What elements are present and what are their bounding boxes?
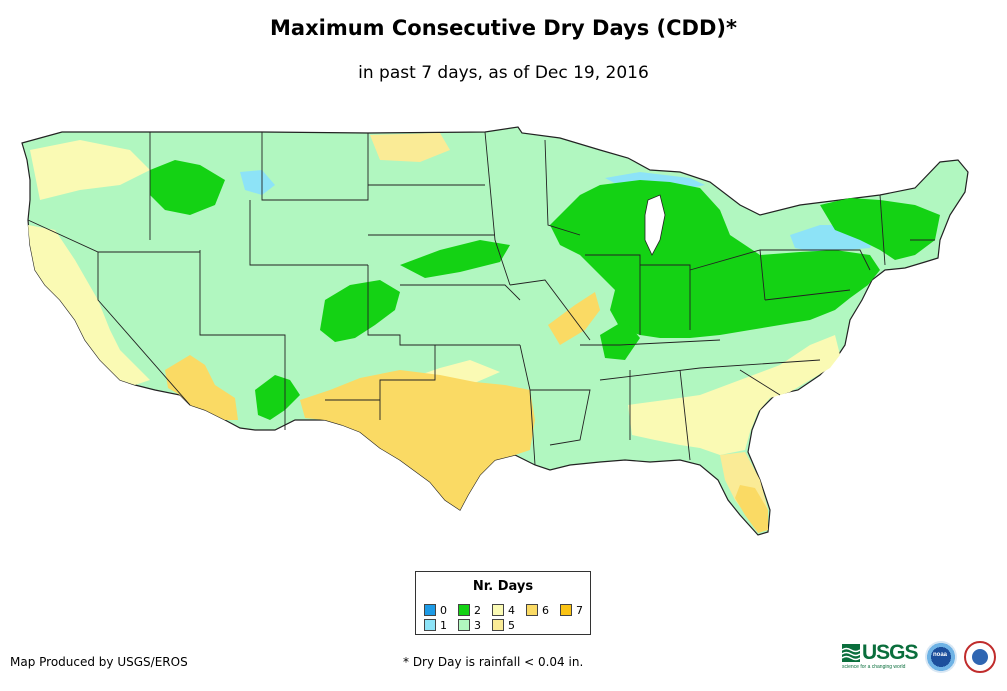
legend-item-6: 6 bbox=[526, 604, 549, 617]
dry-day-note: * Dry Day is rainfall < 0.04 in. bbox=[403, 655, 584, 669]
legend-swatch-4 bbox=[492, 604, 504, 616]
map-title: Maximum Consecutive Dry Days (CDD)* bbox=[270, 16, 737, 40]
wet-region-2-plains bbox=[400, 240, 510, 278]
nws-logo-icon bbox=[964, 641, 996, 673]
usgs-wordmark: USGS bbox=[862, 641, 919, 664]
dry-region-6-arizona bbox=[165, 355, 238, 420]
legend-item-1: 1 bbox=[424, 619, 447, 632]
legend-item-3: 3 bbox=[458, 619, 481, 632]
legend-item-0: 0 bbox=[424, 604, 447, 617]
usgs-tagline: science for a changing world bbox=[842, 664, 906, 670]
nws-emblem bbox=[972, 649, 988, 665]
legend-swatch-7 bbox=[560, 604, 572, 616]
dry-region-5-montana bbox=[370, 133, 450, 162]
legend-swatch-6 bbox=[526, 604, 538, 616]
wet-region-2-rockies bbox=[320, 280, 400, 342]
legend-swatch-3 bbox=[458, 619, 470, 631]
wet-region-2-greatlakes bbox=[550, 180, 880, 338]
usgs-wave-icon bbox=[842, 644, 860, 662]
legend-swatch-0 bbox=[424, 604, 436, 616]
legend-item-5: 5 bbox=[492, 619, 515, 632]
legend: Nr. Days 0 1 2 3 4 5 6 7 bbox=[415, 571, 591, 635]
legend-item-2: 2 bbox=[458, 604, 481, 617]
wet-region-2-northeast bbox=[820, 198, 940, 260]
legend-title: Nr. Days bbox=[472, 579, 534, 594]
legend-swatch-1 bbox=[424, 619, 436, 631]
usgs-logo: USGS science for a changing world bbox=[842, 641, 920, 673]
lake-michigan bbox=[644, 194, 666, 256]
dry-region-6-texas bbox=[300, 370, 535, 510]
dry-region-4-north bbox=[30, 140, 150, 200]
wet-region-1-idaho bbox=[240, 170, 275, 195]
dry-region-6-florida bbox=[735, 485, 768, 533]
dry-region-4-southeast bbox=[628, 335, 840, 455]
noaa-logo: noaa bbox=[925, 641, 957, 673]
wet-region-2-newmexico bbox=[255, 375, 300, 420]
legend-swatch-2 bbox=[458, 604, 470, 616]
state-borders bbox=[27, 131, 935, 466]
dry-region-4-pacific bbox=[28, 225, 150, 385]
noaa-wordmark: noaa bbox=[933, 652, 948, 658]
map-subtitle: in past 7 days, as of Dec 19, 2016 bbox=[358, 63, 649, 83]
legend-item-4: 4 bbox=[492, 604, 515, 617]
legend-item-7: 7 bbox=[560, 604, 583, 617]
credit-text: Map Produced by USGS/EROS bbox=[10, 655, 188, 669]
wet-region-2-ohiovalley bbox=[600, 320, 640, 360]
wet-region-2-idaho bbox=[150, 160, 225, 215]
legend-swatch-5 bbox=[492, 619, 504, 631]
